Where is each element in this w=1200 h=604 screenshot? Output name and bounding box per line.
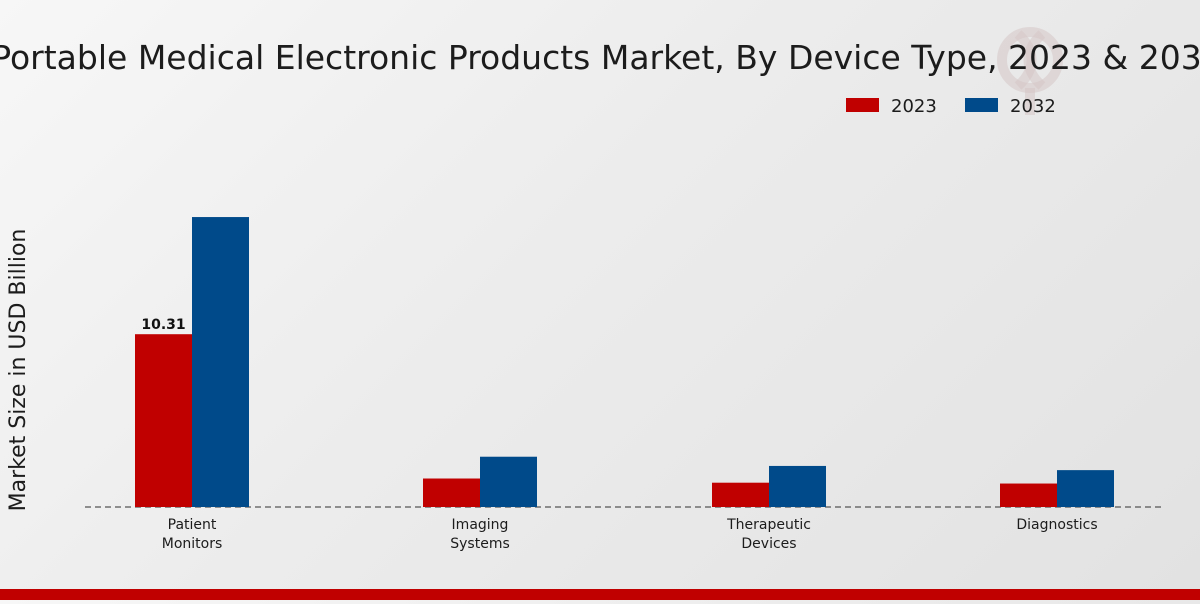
bar-2032-therapeutic-devices bbox=[769, 465, 826, 507]
bar-2023-diagnostics bbox=[1000, 483, 1057, 507]
y-axis-label: Market Size in USD Billion bbox=[6, 229, 31, 512]
x-tick-label-1: Imaging Systems bbox=[450, 517, 510, 552]
bars-layer bbox=[135, 217, 1114, 507]
legend-swatch-2032 bbox=[965, 98, 998, 112]
x-tick-label-0: Patient Monitors bbox=[162, 517, 223, 552]
bar-2032-patient-monitors bbox=[192, 217, 249, 507]
bar-2023-imaging-systems bbox=[423, 478, 480, 507]
chart-title: Portable Medical Electronic Products Mar… bbox=[0, 38, 1200, 77]
data-label-0: 10.31 bbox=[141, 317, 185, 333]
bar-2023-patient-monitors bbox=[135, 334, 192, 507]
legend-label-2032: 2032 bbox=[1010, 96, 1056, 117]
x-tick-label-3: Diagnostics bbox=[1016, 517, 1097, 533]
bar-2023-therapeutic-devices bbox=[712, 482, 769, 507]
labels-layer: Patient Monitors Imaging Systems Therapeutic… bbox=[141, 317, 1097, 552]
legend-swatch-2023 bbox=[846, 98, 879, 112]
legend-label-2023: 2023 bbox=[891, 96, 937, 117]
x-tick-label-2: Therapeutic Devices bbox=[726, 517, 811, 552]
globe-watermark-icon bbox=[997, 27, 1063, 115]
bar-2032-diagnostics bbox=[1057, 470, 1114, 507]
bar-2032-imaging-systems bbox=[480, 456, 537, 507]
footer-band bbox=[0, 589, 1200, 600]
legend: 2023 2032 bbox=[846, 96, 1056, 117]
